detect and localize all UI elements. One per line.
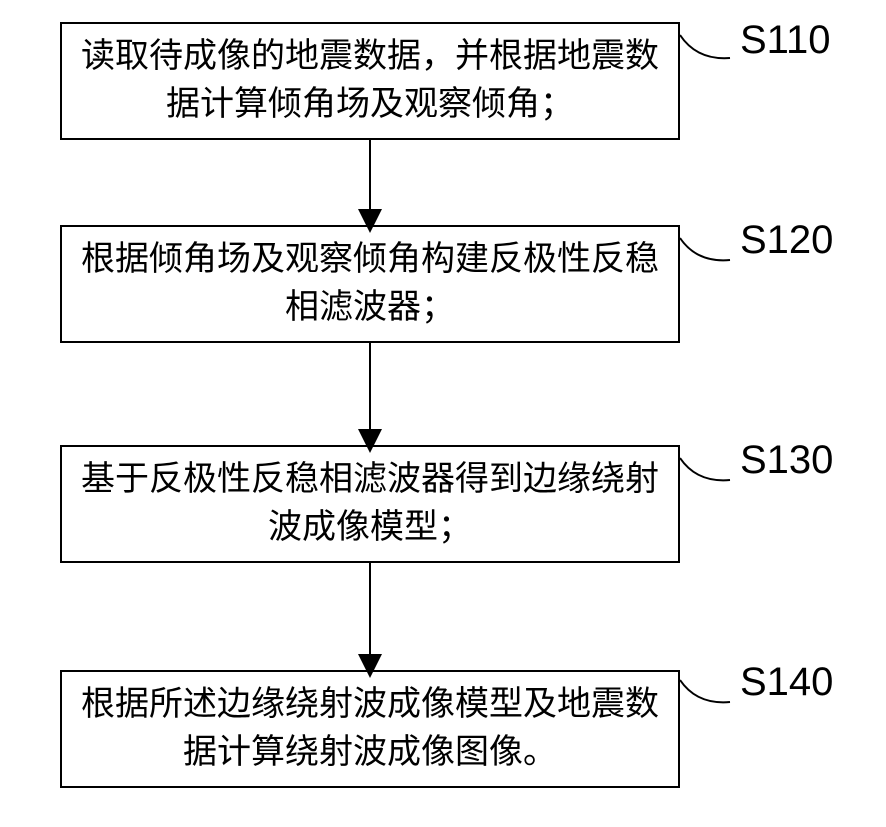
label-leader-arc [680, 238, 730, 260]
arcs-group [680, 35, 730, 702]
flow-node-s110: 读取待成像的地震数据，并根据地震数据计算倾角场及观察倾角； [60, 22, 680, 140]
label-leader-arc [680, 458, 730, 480]
label-leader-arc [680, 680, 730, 702]
flow-label-s130: S130 [740, 438, 833, 483]
flow-node-s120: 根据倾角场及观察倾角构建反极性反稳相滤波器； [60, 225, 680, 343]
flow-node-s110-text: 读取待成像的地震数据，并根据地震数据计算倾角场及观察倾角； [78, 33, 662, 128]
flowchart-container: 读取待成像的地震数据，并根据地震数据计算倾角场及观察倾角； S110 根据倾角场… [0, 0, 886, 827]
flow-node-s130: 基于反极性反稳相滤波器得到边缘绕射波成像模型； [60, 445, 680, 563]
flow-label-s140: S140 [740, 660, 833, 705]
flow-label-s120: S120 [740, 218, 833, 263]
flow-node-s130-text: 基于反极性反稳相滤波器得到边缘绕射波成像模型； [78, 456, 662, 551]
flow-node-s140: 根据所述边缘绕射波成像模型及地震数据计算绕射波成像图像。 [60, 670, 680, 788]
flow-node-s140-text: 根据所述边缘绕射波成像模型及地震数据计算绕射波成像图像。 [78, 681, 662, 776]
flow-node-s120-text: 根据倾角场及观察倾角构建反极性反稳相滤波器； [78, 236, 662, 331]
label-leader-arc [680, 35, 730, 58]
flow-label-s110: S110 [740, 18, 830, 63]
